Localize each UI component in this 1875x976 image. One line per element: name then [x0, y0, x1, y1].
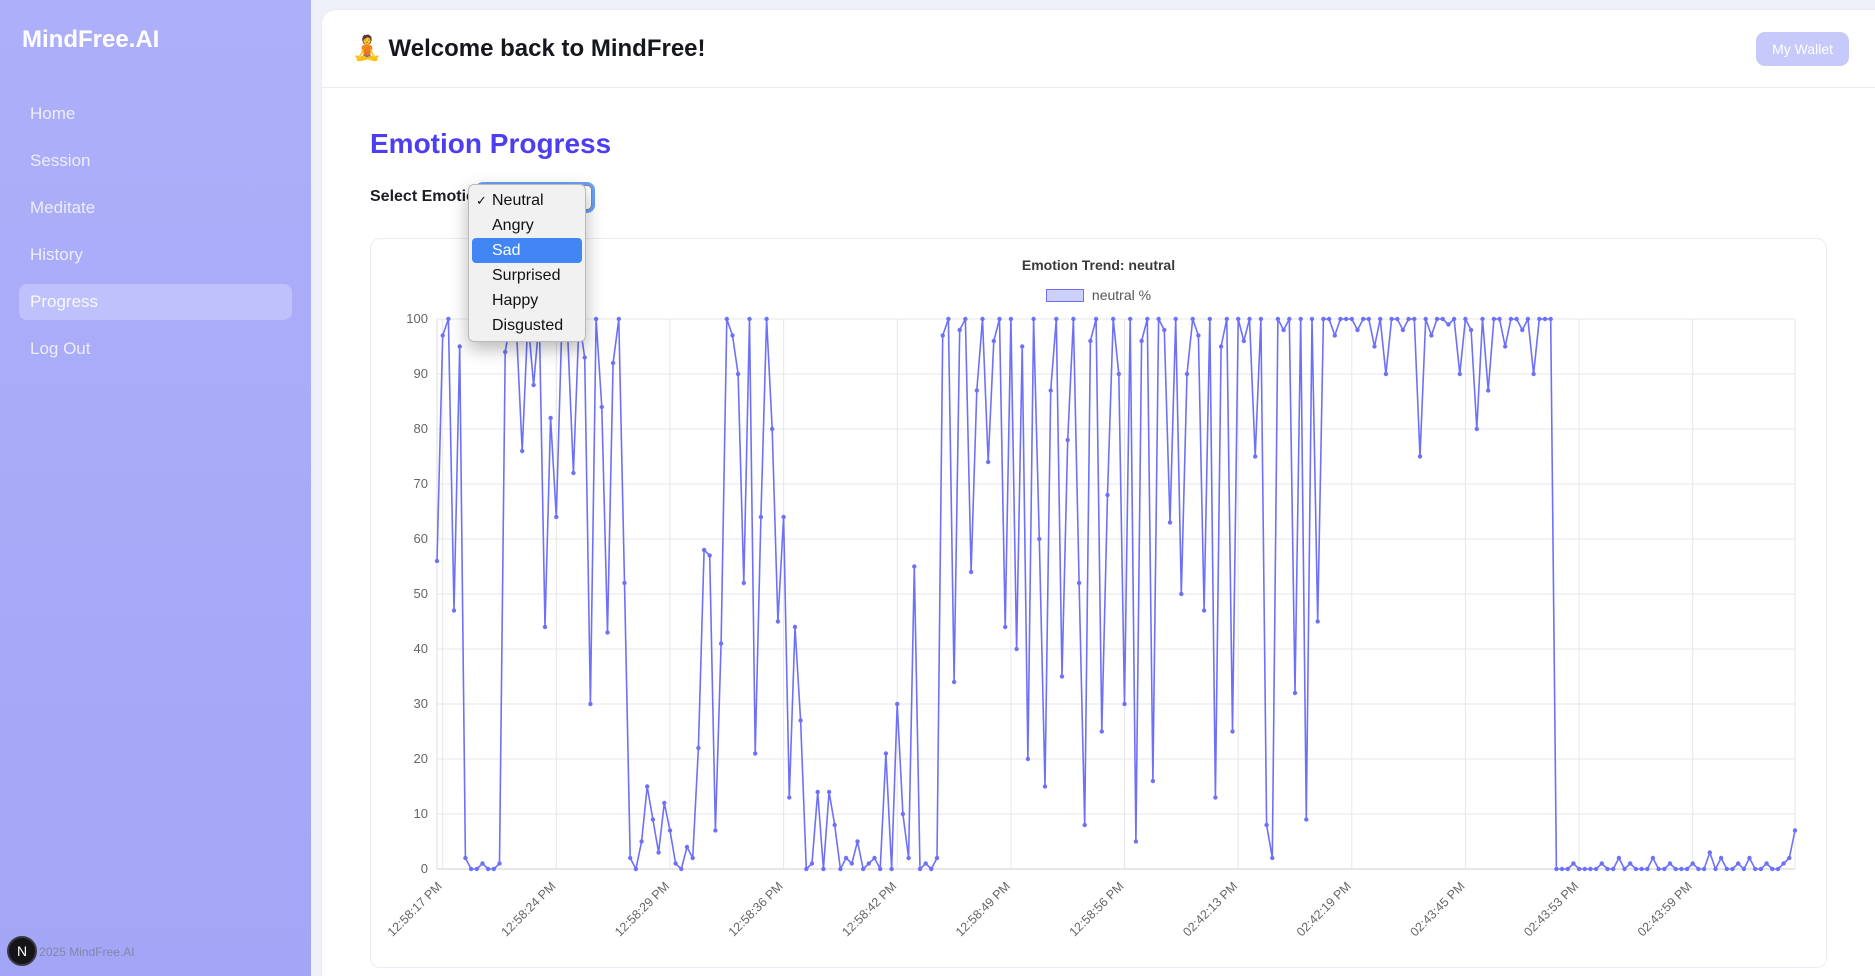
- svg-text:40: 40: [414, 641, 428, 656]
- svg-text:70: 70: [414, 476, 428, 491]
- dropdown-option-label: Neutral: [492, 191, 544, 209]
- legend-label: neutral %: [1091, 287, 1152, 303]
- my-wallet-button[interactable]: My Wallet: [1756, 31, 1849, 66]
- svg-text:100: 100: [406, 311, 428, 326]
- dropdown-option-label: Angry: [492, 216, 534, 234]
- app-logo: MindFree.AI: [22, 26, 160, 53]
- svg-text:50: 50: [414, 586, 428, 601]
- sidebar-footer: © 2025 MindFree.AI N: [7, 936, 267, 968]
- svg-text:90: 90: [414, 366, 428, 381]
- emotion-select-row: Select Emotion: ✓ Neutral Angry Sad Surp: [370, 182, 1827, 342]
- sidebar-item-meditate[interactable]: Meditate: [30, 198, 96, 217]
- svg-text:12:58:29 PM: 12:58:29 PM: [612, 879, 672, 939]
- page-title: Emotion Progress: [370, 128, 612, 159]
- dropdown-option-sad[interactable]: Sad: [472, 238, 582, 263]
- content-area: Emotion Progress Select Emotion: ✓ Neutr…: [322, 88, 1875, 976]
- svg-text:12:58:36 PM: 12:58:36 PM: [726, 879, 786, 939]
- sidebar-item-logout[interactable]: Log Out: [30, 339, 91, 358]
- dropdown-option-happy[interactable]: Happy: [472, 288, 582, 313]
- header-bar: 🧘 Welcome back to MindFree! My Wallet: [322, 10, 1875, 88]
- svg-text:02:43:59 PM: 02:43:59 PM: [1635, 879, 1695, 939]
- svg-text:12:58:49 PM: 12:58:49 PM: [953, 879, 1013, 939]
- select-emotion-label: Select Emotion:: [370, 188, 491, 205]
- dropdown-option-label: Happy: [492, 291, 539, 309]
- sidebar-nav: Home Session Meditate History Progress L…: [0, 96, 311, 367]
- sidebar: MindFree.AI Home Session Meditate Histor…: [0, 0, 311, 976]
- svg-text:10: 10: [414, 806, 428, 821]
- svg-text:12:58:42 PM: 12:58:42 PM: [839, 879, 899, 939]
- svg-text:30: 30: [414, 696, 428, 711]
- emotion-trend-chart: 0 10 20 30 40 50 60 70 80 90 100 12:58:17 PM 12:58:2…: [387, 311, 1798, 939]
- sidebar-item-history[interactable]: History: [30, 245, 83, 264]
- chart-title: Emotion Trend: neutral: [1021, 257, 1176, 273]
- chart-legend: neutral %: [387, 287, 1810, 303]
- dropdown-option-label: Disgusted: [492, 316, 564, 334]
- svg-text:02:42:13 PM: 02:42:13 PM: [1180, 879, 1240, 939]
- dropdown-option-surprised[interactable]: Surprised: [472, 263, 582, 288]
- check-icon: ✓: [476, 192, 487, 208]
- dropdown-option-angry[interactable]: Angry: [472, 213, 582, 238]
- svg-text:20: 20: [414, 751, 428, 766]
- emotion-dropdown-menu: ✓ Neutral Angry Sad Surprised Happ: [468, 184, 586, 342]
- svg-text:02:43:53 PM: 02:43:53 PM: [1521, 879, 1581, 939]
- copyright-text: © 2025 MindFree.AI: [27, 945, 135, 959]
- sidebar-item-session[interactable]: Session: [30, 151, 91, 170]
- dropdown-option-label: Sad: [492, 241, 521, 259]
- welcome-title: 🧘 Welcome back to MindFree!: [352, 35, 706, 62]
- dropdown-option-label: Surprised: [492, 266, 561, 284]
- dropdown-option-disgusted[interactable]: Disgusted: [472, 313, 582, 338]
- svg-text:12:58:17 PM: 12:58:17 PM: [387, 879, 445, 939]
- svg-text:12:58:24 PM: 12:58:24 PM: [498, 879, 558, 939]
- svg-text:02:42:19 PM: 02:42:19 PM: [1294, 879, 1354, 939]
- dropdown-option-neutral[interactable]: ✓ Neutral: [472, 188, 582, 213]
- svg-text:80: 80: [414, 421, 428, 436]
- svg-text:12:58:56 PM: 12:58:56 PM: [1067, 879, 1127, 939]
- legend-swatch: [1045, 288, 1084, 302]
- sidebar-item-progress[interactable]: Progress: [19, 284, 292, 320]
- main-panel: 🧘 Welcome back to MindFree! My Wallet Em…: [322, 10, 1875, 976]
- svg-text:0: 0: [421, 861, 428, 876]
- sidebar-item-home[interactable]: Home: [30, 104, 76, 123]
- emotion-trend-card: Emotion Trend: neutral neutral % 0 10 20 30…: [370, 238, 1827, 968]
- svg-text:60: 60: [414, 531, 428, 546]
- avatar-badge[interactable]: N: [7, 936, 37, 966]
- avatar-letter: N: [16, 943, 28, 959]
- svg-text:02:43:45 PM: 02:43:45 PM: [1408, 879, 1468, 939]
